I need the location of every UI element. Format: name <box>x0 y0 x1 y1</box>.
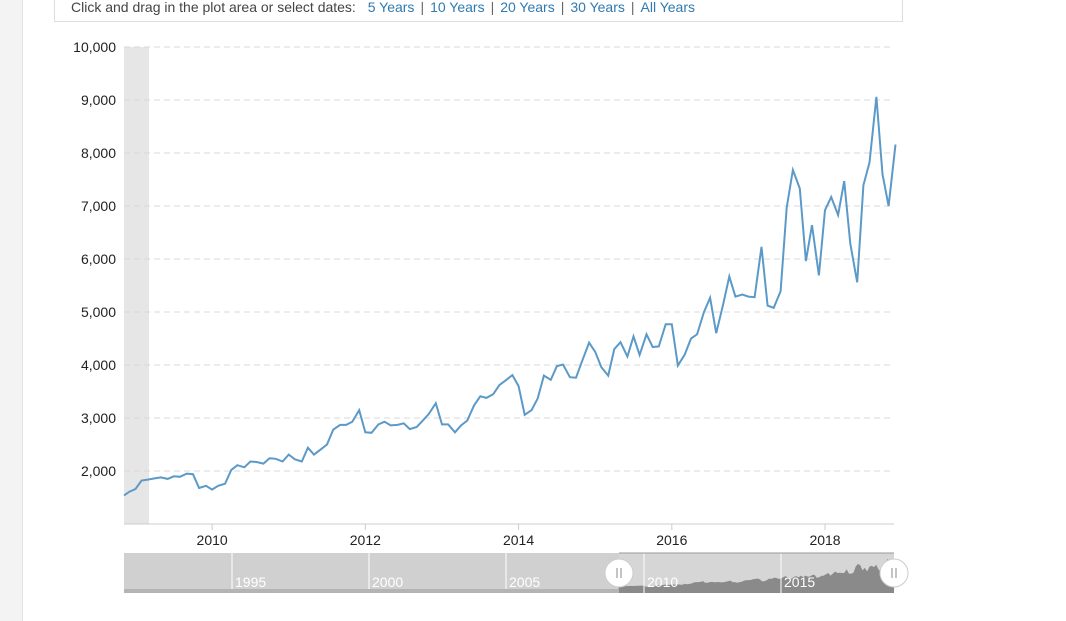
y-axis-ticks: 2,000 3,000 4,000 5,000 6,000 7,000 8,000 9,000… <box>73 39 116 479</box>
range-10-years-link[interactable]: 10 Years <box>430 0 485 15</box>
grip-icon[interactable] <box>879 558 909 588</box>
separator: | <box>490 0 495 15</box>
navigator-year-label: 2005 <box>509 574 540 590</box>
navigator-right-handle[interactable] <box>879 558 909 588</box>
range-mask <box>124 47 149 524</box>
y-tick-label: 10,000 <box>73 39 116 55</box>
navigator-outside-range <box>124 553 619 593</box>
x-tick-label: 2016 <box>656 532 687 548</box>
navigator-dividers <box>124 553 782 593</box>
separator: | <box>560 0 565 15</box>
navigator-year-label: 2010 <box>647 574 678 590</box>
range-selector-bar: Click and drag in the plot area or selec… <box>54 0 903 22</box>
navigator-series-area <box>618 558 895 593</box>
x-tick-label: 2012 <box>350 532 381 548</box>
y-tick-label: 2,000 <box>81 463 116 479</box>
navigator-left-handle[interactable] <box>604 558 634 588</box>
navigator[interactable]: 1995 2000 2005 2010 2015 <box>124 552 909 593</box>
left-sidebar-strip <box>0 0 23 621</box>
navigator-history-area <box>124 589 619 593</box>
x-tick-label: 2018 <box>809 532 840 548</box>
range-30-years-link[interactable]: 30 Years <box>570 0 625 15</box>
range-5-years-link[interactable]: 5 Years <box>367 0 415 15</box>
grip-icon[interactable] <box>604 558 634 588</box>
y-tick-label: 4,000 <box>81 357 116 373</box>
navigator-labels: 1995 2000 2005 2010 2015 <box>235 574 815 590</box>
y-tick-label: 9,000 <box>81 92 116 108</box>
y-tick-label: 6,000 <box>81 251 116 267</box>
y-tick-label: 8,000 <box>81 145 116 161</box>
navigator-year-label: 2000 <box>372 574 403 590</box>
range-20-years-link[interactable]: 20 Years <box>500 0 555 15</box>
series-line <box>123 96 897 497</box>
y-tick-label: 5,000 <box>81 304 116 320</box>
grid-lines <box>124 46 894 525</box>
separator: | <box>630 0 635 15</box>
range-all-years-link[interactable]: All Years <box>640 0 695 15</box>
x-axis-ticks: 2010 2012 2014 2016 2018 <box>197 524 841 548</box>
navigator-year-label: 1995 <box>235 574 266 590</box>
range-selector-prompt: Click and drag in the plot area or selec… <box>71 0 356 15</box>
y-tick-label: 7,000 <box>81 198 116 214</box>
x-tick-label: 2014 <box>503 532 534 548</box>
navigator-year-label: 2015 <box>784 574 815 590</box>
y-tick-label: 3,000 <box>81 410 116 426</box>
separator: | <box>420 0 425 15</box>
x-tick-label: 2010 <box>197 532 228 548</box>
